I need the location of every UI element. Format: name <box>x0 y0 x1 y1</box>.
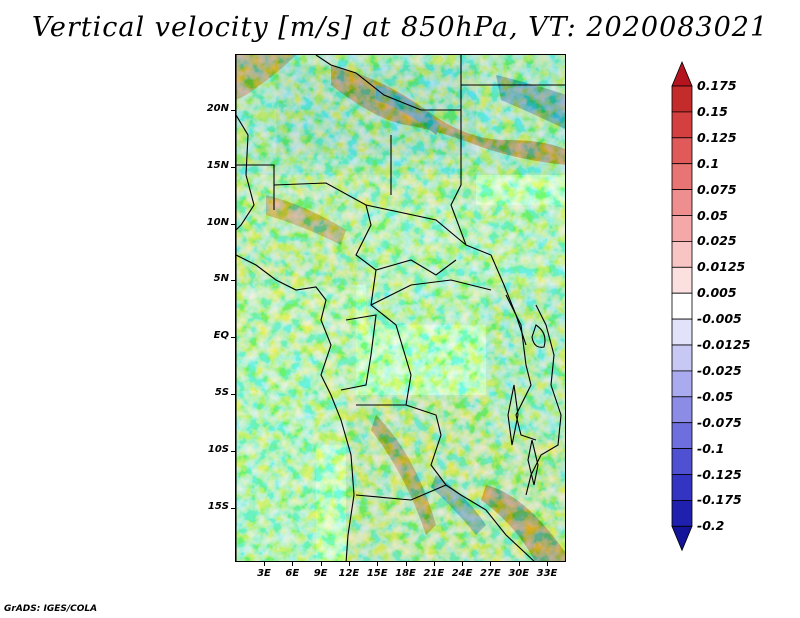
lon-tick <box>433 562 435 566</box>
colorbar-level-label: -0.05 <box>697 388 734 404</box>
lon-tick-label: 12E <box>338 568 360 579</box>
lake-outline <box>531 324 546 348</box>
lat-tick <box>231 223 235 225</box>
lake-outline <box>507 384 519 446</box>
lon-tick <box>490 562 492 566</box>
lon-tick-label: 15E <box>366 568 388 579</box>
colorbar-level-label: 0.0125 <box>697 259 746 275</box>
border <box>315 55 332 66</box>
colorbar-level-label: 0.025 <box>697 233 737 249</box>
lon-tick-label: 18E <box>395 568 416 579</box>
lat-tick-label: 15S <box>207 500 229 512</box>
border <box>375 259 457 276</box>
lon-tick-label: 33E <box>536 568 558 579</box>
colorbar-swatch <box>671 396 693 424</box>
colorbar <box>671 60 693 552</box>
lon-tick-label: 24E <box>451 568 473 579</box>
border <box>365 204 467 246</box>
colorbar-swatch <box>671 318 693 346</box>
colorbar-swatch <box>671 448 693 475</box>
lon-tick-label: 3E <box>257 568 271 579</box>
border <box>273 182 412 376</box>
lake-outline <box>527 439 539 486</box>
colorbar-level-label: -0.075 <box>697 414 742 430</box>
colorbar-level-label: -0.125 <box>697 466 742 482</box>
colorbar-swatch <box>671 499 693 527</box>
colorbar-level-label: 0.125 <box>697 129 737 145</box>
grads-credit: GrADS: IGES/COLA <box>4 604 98 614</box>
colorbar-bottom-arrow <box>671 525 693 552</box>
colorbar-level-label: -0.175 <box>697 492 742 508</box>
colorbar-swatch <box>671 85 693 113</box>
lat-tick-label: 20N <box>206 103 229 114</box>
map-title: Vertical velocity [m/s] at 850hPa, VT: 2… <box>31 12 769 43</box>
lon-tick <box>320 562 322 566</box>
lon-tick-label: 21E <box>423 568 445 579</box>
colorbar-swatch <box>671 137 693 165</box>
coastline <box>236 254 355 561</box>
lon-tick <box>518 562 520 566</box>
map-panel <box>235 54 566 562</box>
coastline <box>236 114 255 231</box>
lat-tick <box>231 337 235 339</box>
colorbar-level-label: -0.005 <box>697 311 742 327</box>
lat-tick <box>231 280 235 282</box>
colorbar-level-label: 0.05 <box>697 207 728 223</box>
colorbar-level-label: -0.025 <box>697 362 742 378</box>
colorbar-swatch <box>671 163 693 190</box>
border <box>505 294 537 441</box>
colorbar-swatch <box>671 292 693 320</box>
colorbar-swatch <box>671 111 693 139</box>
border <box>370 279 492 306</box>
colorbar-swatch <box>671 474 693 501</box>
colorbar-level-label: 0.075 <box>697 181 737 197</box>
lat-tick-label: 10N <box>206 216 229 228</box>
lat-tick-label: 5N <box>213 273 229 285</box>
lon-tick <box>264 562 265 566</box>
border <box>340 314 377 391</box>
colorbar-swatch <box>671 240 693 268</box>
lat-tick <box>231 394 235 395</box>
lon-tick <box>547 562 548 566</box>
lon-tick-label: 9E <box>313 568 328 579</box>
colorbar-level-label: 0.1 <box>697 155 720 171</box>
colorbar-level-label: -0.0125 <box>697 337 751 352</box>
lon-tick-label: 6E <box>285 568 300 579</box>
colorbar-swatch <box>671 266 693 294</box>
lon-tick <box>292 562 294 566</box>
lat-tick-label: 10S <box>207 443 229 455</box>
colorbar-level-label: -0.1 <box>697 440 725 456</box>
lat-tick <box>231 450 235 452</box>
colorbar-swatch <box>671 422 693 450</box>
colorbar-top-arrow <box>671 60 693 87</box>
lat-tick-label: 5S <box>214 387 229 398</box>
colorbar-level-label: -0.2 <box>697 518 725 534</box>
lon-tick <box>348 562 350 566</box>
colorbar-swatch <box>671 344 693 372</box>
lon-tick <box>377 562 379 566</box>
border <box>236 164 275 210</box>
colorbar-swatch <box>671 370 693 398</box>
colorbar-level-label: 0.005 <box>697 285 737 301</box>
lat-tick <box>231 507 235 509</box>
country-borders <box>236 55 565 561</box>
colorbar-level-label: 0.175 <box>697 78 737 93</box>
lat-tick-label: EQ <box>213 330 229 342</box>
lon-tick-label: 27E <box>480 568 501 579</box>
colorbar-swatch <box>671 189 693 216</box>
lat-tick <box>231 110 235 111</box>
lat-tick <box>231 166 235 168</box>
colorbar-level-label: 0.15 <box>697 103 728 119</box>
border <box>405 374 447 486</box>
border <box>355 484 535 561</box>
colorbar-swatch <box>671 215 693 242</box>
border <box>525 304 562 496</box>
field-texture <box>236 55 565 561</box>
border <box>330 64 527 346</box>
lon-tick-label: 30E <box>508 568 530 579</box>
lon-tick <box>405 562 407 566</box>
lat-tick-label: 15N <box>206 159 229 171</box>
vertical-velocity-field <box>236 55 565 561</box>
lon-tick <box>462 562 464 566</box>
